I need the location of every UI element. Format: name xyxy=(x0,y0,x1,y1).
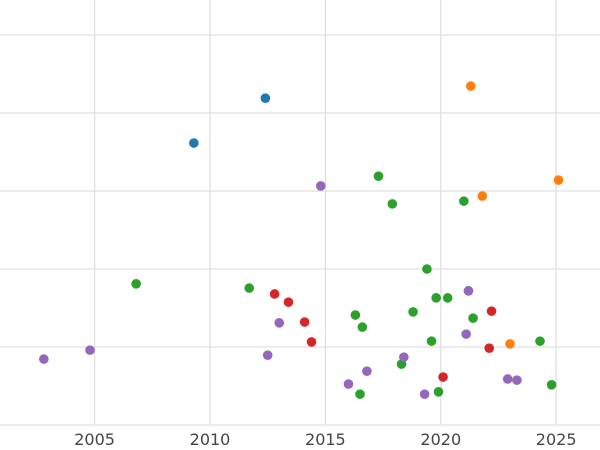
scatter-point-purple xyxy=(262,350,273,360)
scatter-point-blue xyxy=(189,138,199,148)
scatter-point-purple xyxy=(399,352,409,362)
scatter-point-green xyxy=(408,307,418,317)
scatter-point-purple xyxy=(419,389,430,399)
scatter-point-green xyxy=(426,336,437,346)
scatter-point-green xyxy=(431,293,441,303)
scatter-point-purple xyxy=(512,375,522,385)
x-tick-label: 2005 xyxy=(74,430,115,449)
scatter-point-purple xyxy=(502,374,513,384)
scatter-point-orange xyxy=(553,175,564,185)
scatter-point-green xyxy=(357,322,368,332)
scatter-point-green xyxy=(468,313,478,323)
scatter-point-purple xyxy=(461,329,471,339)
scatter-point-green xyxy=(373,171,384,181)
scatter-point-red xyxy=(438,372,448,382)
scatter-point-green xyxy=(355,389,365,399)
scatter-point-green xyxy=(546,380,557,390)
scatter-point-purple xyxy=(315,181,326,191)
scatter-point-blue xyxy=(260,93,271,103)
scatter-point-purple xyxy=(463,286,474,296)
scatter-point-green xyxy=(244,283,255,293)
scatter-point-green xyxy=(350,310,361,320)
scatter-point-green xyxy=(459,196,469,206)
x-tick-label: 2010 xyxy=(190,430,231,449)
scatter-point-orange xyxy=(477,191,488,201)
scatter-point-purple xyxy=(343,379,354,389)
scatter-point-orange xyxy=(505,339,515,349)
scatter-point-green xyxy=(422,264,432,274)
scatter-point-purple xyxy=(274,318,285,328)
scatter-point-red xyxy=(299,317,310,327)
x-tick-label: 2015 xyxy=(305,430,346,449)
scatter-point-green xyxy=(131,279,141,289)
scatter-point-red xyxy=(306,337,317,347)
scatter-point-red xyxy=(283,297,294,307)
x-tick-label: 2025 xyxy=(536,430,577,449)
scatter-point-orange xyxy=(465,81,476,91)
scatter-point-red xyxy=(484,343,495,353)
scatter-point-red xyxy=(269,289,280,299)
scatter-point-purple xyxy=(85,345,95,355)
scatter-point-green xyxy=(535,336,545,346)
scatter-point-green xyxy=(442,293,453,303)
x-tick-label: 2020 xyxy=(420,430,461,449)
scatter-point-green xyxy=(433,387,444,397)
scatter-point-purple xyxy=(39,354,49,364)
scatter-point-purple xyxy=(362,366,372,376)
scatter-point-red xyxy=(486,306,497,316)
scatter-point-green xyxy=(387,199,398,209)
